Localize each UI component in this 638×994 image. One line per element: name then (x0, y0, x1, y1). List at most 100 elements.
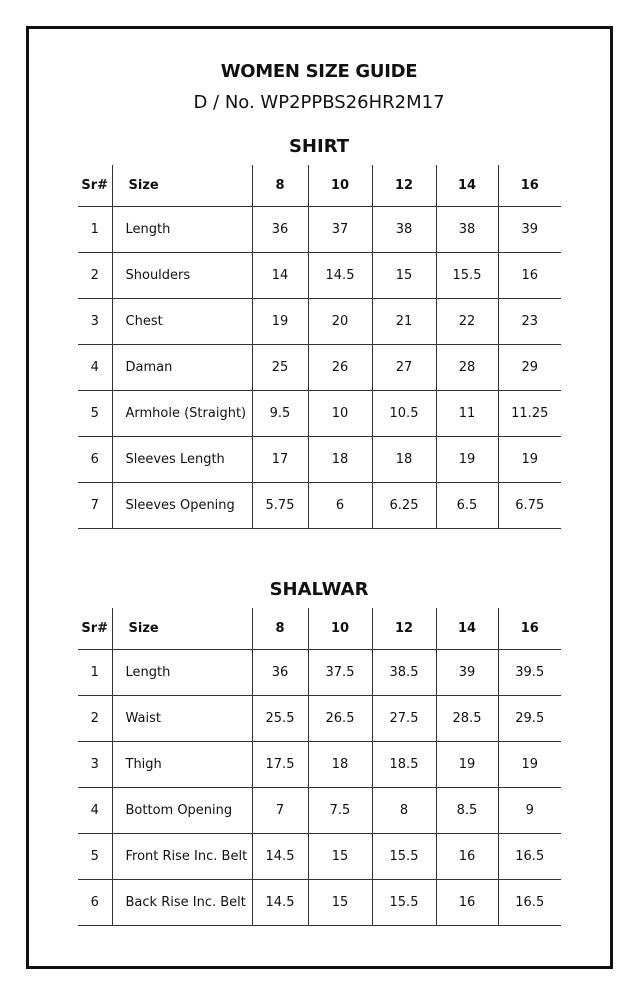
table-row: 3 Thigh 17.5 18 18.5 19 19 (78, 741, 561, 788)
measurement-value: 6.5 (435, 482, 498, 529)
measurement-value: 11.25 (497, 390, 561, 437)
measurement-name: Bottom Opening (111, 787, 252, 834)
measurement-value: 14.5 (307, 252, 372, 299)
measurement-name: Length (111, 206, 252, 253)
row-number: 7 (90, 498, 99, 513)
column-header: 12 (371, 165, 436, 207)
measurement-value: 10 (307, 390, 372, 437)
measurement-name: Shoulders (111, 252, 252, 299)
table-row: 7 Sleeves Opening 5.75 6 6.25 6.5 6.75 (78, 482, 561, 529)
row-number: 5 (90, 849, 99, 864)
measurement-name: Armhole (Straight) (111, 390, 252, 437)
measurement-value: 9.5 (251, 390, 308, 437)
measurement-value: 17 (251, 436, 308, 483)
measurement-value: 28 (435, 344, 498, 391)
measurement-value: 6.25 (371, 482, 436, 529)
column-header: Size (111, 608, 252, 650)
shalwar-size-table: Sr# Size 8 10 12 14 16 1 Length 36 37.5 38.5 39 39.5 2… (78, 608, 561, 926)
measurement-value: 5.75 (251, 482, 308, 529)
table-row: 1 Length 36 37.5 38.5 39 39.5 (78, 649, 561, 696)
measurement-name: Sleeves Opening (111, 482, 252, 529)
row-number: 3 (90, 314, 99, 329)
measurement-value: 15 (371, 252, 436, 299)
measurement-value: 28.5 (435, 695, 498, 742)
measurement-value: 38.5 (371, 649, 436, 696)
column-header: Sr# (81, 621, 109, 636)
measurement-value: 29 (497, 344, 561, 391)
table-row: 3 Chest 19 20 21 22 23 (78, 298, 561, 345)
column-header: 16 (497, 165, 561, 207)
row-number: 2 (90, 268, 99, 283)
measurement-value: 22 (435, 298, 498, 345)
measurement-name: Length (111, 649, 252, 696)
measurement-name: Front Rise Inc. Belt (111, 833, 252, 880)
page-border (26, 26, 613, 969)
row-number: 6 (90, 895, 99, 910)
measurement-value: 37.5 (307, 649, 372, 696)
measurement-value: 18 (307, 741, 372, 788)
measurement-value: 39.5 (497, 649, 561, 696)
table-row: 6 Back Rise Inc. Belt 14.5 15 15.5 16 16.5 (78, 879, 561, 926)
measurement-value: 16.5 (497, 833, 561, 880)
measurement-value: 19 (497, 741, 561, 788)
column-header: 8 (251, 608, 308, 650)
measurement-name: Daman (111, 344, 252, 391)
measurement-name: Back Rise Inc. Belt (111, 879, 252, 926)
row-number: 1 (90, 665, 99, 680)
measurement-value: 26 (307, 344, 372, 391)
table-row: 4 Daman 25 26 27 28 29 (78, 344, 561, 391)
column-header: 14 (435, 165, 498, 207)
measurement-value: 26.5 (307, 695, 372, 742)
page-title: WOMEN SIZE GUIDE (220, 61, 418, 82)
measurement-value: 18 (371, 436, 436, 483)
table-row: 1 Length 36 37 38 38 39 (78, 206, 561, 253)
measurement-value: 36 (251, 649, 308, 696)
measurement-value: 16.5 (497, 879, 561, 926)
measurement-value: 7.5 (307, 787, 372, 834)
measurement-value: 39 (435, 649, 498, 696)
measurement-value: 15.5 (435, 252, 498, 299)
measurement-value: 15 (307, 879, 372, 926)
measurement-value: 37 (307, 206, 372, 253)
measurement-value: 8.5 (435, 787, 498, 834)
design-number: D / No. WP2PPBS26HR2M17 (193, 92, 445, 113)
header-row: Sr# Size 8 10 12 14 16 (78, 165, 561, 207)
column-header: Size (111, 165, 252, 207)
row-number: 2 (90, 711, 99, 726)
measurement-value: 19 (251, 298, 308, 345)
measurement-value: 18 (307, 436, 372, 483)
measurement-value: 8 (371, 787, 436, 834)
measurement-value: 20 (307, 298, 372, 345)
measurement-value: 38 (371, 206, 436, 253)
measurement-value: 14.5 (251, 879, 308, 926)
column-header: 8 (251, 165, 308, 207)
row-number: 1 (90, 222, 99, 237)
column-header: Sr# (81, 178, 109, 193)
measurement-value: 9 (497, 787, 561, 834)
measurement-value: 25 (251, 344, 308, 391)
measurement-value: 10.5 (371, 390, 436, 437)
measurement-value: 19 (435, 741, 498, 788)
row-number: 6 (90, 452, 99, 467)
measurement-value: 15 (307, 833, 372, 880)
table-row: 6 Sleeves Length 17 18 18 19 19 (78, 436, 561, 483)
shirt-heading: SHIRT (288, 136, 350, 157)
measurement-value: 27 (371, 344, 436, 391)
table-row: 2 Shoulders 14 14.5 15 15.5 16 (78, 252, 561, 299)
measurement-value: 18.5 (371, 741, 436, 788)
measurement-name: Chest (111, 298, 252, 345)
row-number: 3 (90, 757, 99, 772)
table-row: 5 Armhole (Straight) 9.5 10 10.5 11 11.25 (78, 390, 561, 437)
measurement-value: 14.5 (251, 833, 308, 880)
row-number: 4 (90, 803, 99, 818)
measurement-value: 15.5 (371, 879, 436, 926)
measurement-value: 27.5 (371, 695, 436, 742)
measurement-value: 11 (435, 390, 498, 437)
measurement-value: 16 (435, 879, 498, 926)
measurement-name: Thigh (111, 741, 252, 788)
column-header: 16 (497, 608, 561, 650)
measurement-value: 23 (497, 298, 561, 345)
measurement-value: 25.5 (251, 695, 308, 742)
column-header: 12 (371, 608, 436, 650)
measurement-value: 15.5 (371, 833, 436, 880)
